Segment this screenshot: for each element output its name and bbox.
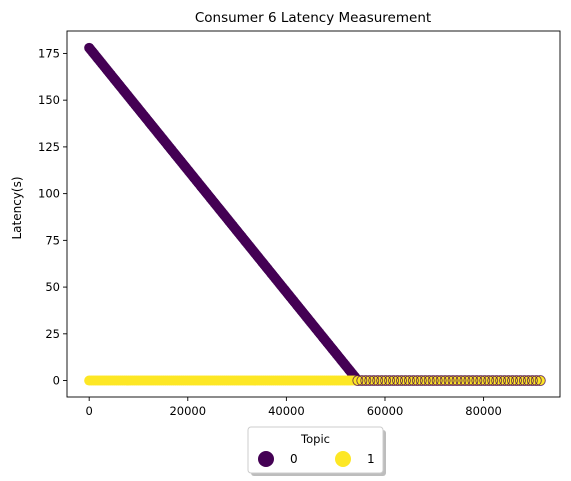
point-topic-0 — [415, 375, 427, 387]
point-topic-0 — [459, 375, 471, 387]
point-topic-0 — [530, 375, 542, 387]
point-topic-0 — [499, 375, 511, 387]
point-topic-1 — [535, 375, 546, 386]
point-topic-0 — [507, 375, 518, 387]
x-tick-label: 60000 — [367, 404, 404, 418]
x-tick-label: 80000 — [465, 404, 502, 418]
point-topic-0 — [534, 375, 546, 387]
point-topic-0 — [526, 375, 538, 387]
legend-label-topic-0: 0 — [290, 452, 298, 466]
point-topic-0 — [372, 375, 384, 387]
chart-title: Consumer 6 Latency Measurement — [195, 10, 431, 26]
point-topic-0 — [518, 375, 530, 387]
point-topic-0 — [400, 375, 411, 387]
y-tick-label: 25 — [45, 327, 60, 341]
point-topic-0 — [380, 375, 392, 387]
point-topic-0 — [356, 375, 368, 387]
point-topic-0 — [487, 375, 499, 387]
point-topic-0 — [455, 375, 467, 387]
point-topic-0 — [388, 375, 400, 387]
point-topic-0 — [443, 375, 455, 387]
x-tick-label: 20000 — [169, 404, 206, 418]
point-topic-0 — [435, 375, 447, 387]
y-tick-label: 125 — [38, 140, 60, 154]
point-topic-0 — [423, 375, 435, 387]
point-topic-0 — [511, 375, 522, 387]
legend-marker-topic-0 — [258, 451, 274, 467]
point-topic-0 — [503, 375, 515, 387]
y-tick-label: 75 — [45, 233, 60, 247]
point-topic-0 — [515, 375, 526, 387]
point-topic-0 — [475, 375, 487, 387]
point-topic-0 — [407, 375, 419, 387]
y-tick-label: 100 — [38, 187, 60, 201]
point-topic-0 — [451, 375, 463, 387]
plot-area — [84, 42, 546, 387]
axes-frame — [66, 30, 561, 398]
y-tick-label: 175 — [38, 46, 60, 60]
point-topic-0 — [431, 375, 443, 387]
point-topic-0 — [479, 375, 491, 387]
x-tick-label: 40000 — [268, 404, 305, 418]
point-topic-0 — [368, 375, 380, 387]
y-tick-label: 50 — [45, 280, 60, 294]
y-tick-label: 0 — [53, 374, 60, 388]
x-tick-label: 0 — [86, 404, 93, 418]
point-topic-0 — [384, 375, 396, 387]
point-topic-0 — [352, 375, 364, 387]
legend-title: Topic — [300, 432, 330, 446]
point-topic-0 — [491, 375, 503, 387]
axes: 0 20000 40000 60000 80000 0 25 50 75 100 125 150 175 — [38, 30, 561, 418]
point-topic-0 — [447, 375, 459, 387]
point-topic-0 — [411, 375, 423, 387]
point-topic-0 — [439, 375, 451, 387]
point-topic-0 — [396, 375, 407, 387]
point-topic-0 — [403, 375, 415, 387]
point-topic-0 — [495, 375, 507, 387]
point-topic-0 — [483, 375, 495, 387]
point-topic-0 — [392, 375, 403, 387]
y-axis-label: Latency(s) — [10, 176, 24, 239]
point-topic-0 — [364, 375, 376, 387]
point-topic-0 — [360, 375, 372, 387]
point-topic-0 — [419, 375, 431, 387]
point-topic-0 — [471, 375, 483, 387]
legend-marker-topic-1 — [335, 451, 351, 467]
point-topic-0 — [463, 375, 475, 387]
legend-label-topic-1: 1 — [367, 452, 375, 466]
point-topic-0 — [467, 375, 479, 387]
point-topic-0 — [376, 375, 388, 387]
y-tick-label: 150 — [38, 93, 60, 107]
point-topic-0 — [522, 375, 534, 387]
point-topic-0 — [427, 375, 439, 387]
